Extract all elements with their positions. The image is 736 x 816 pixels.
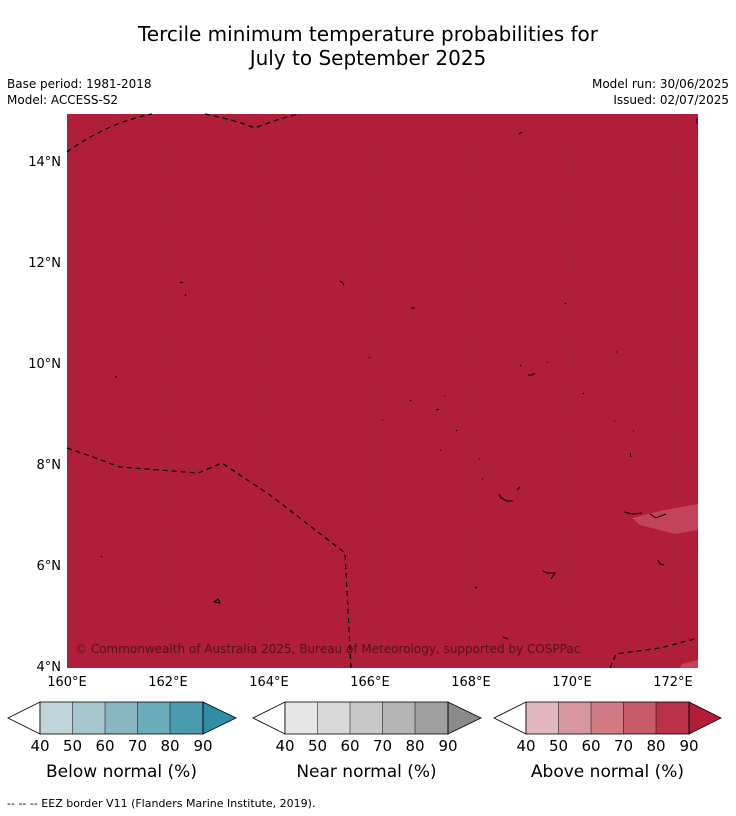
lon-label-160e: 160°E [47, 675, 87, 690]
lat-label-4n: 4°N [36, 660, 62, 675]
lat-label-12n: 12°N [28, 256, 61, 271]
near-tick-50: 50 [307, 737, 328, 755]
colorbar-near [252, 701, 482, 735]
near-normal-label: Near normal (%) [296, 762, 437, 782]
lon-label-170e: 170°E [552, 675, 592, 690]
chart-title: Tercile minimum temperature probabilitie… [0, 22, 736, 70]
near-tick-80: 80 [405, 737, 425, 755]
lon-label-162e: 162°E [148, 675, 188, 690]
islands [100, 118, 698, 640]
copyright-text: © Commonwealth of Australia 2025, Bureau… [75, 642, 580, 656]
lon-label-172e: 172°E [653, 675, 693, 690]
above-tick-90: 90 [679, 737, 699, 755]
near-tick-90: 90 [438, 737, 458, 755]
lat-label-10n: 10°N [28, 357, 61, 372]
title-line-2: July to September 2025 [249, 46, 487, 70]
near-tick-70: 70 [372, 737, 393, 755]
model-name: Model: ACCESS-S2 [7, 93, 119, 107]
near-tick-60: 60 [340, 737, 360, 755]
above-tick-80: 80 [646, 737, 666, 755]
above-tick-40: 40 [516, 737, 536, 755]
below-tick-40: 40 [30, 737, 50, 755]
lat-label-6n: 6°N [36, 559, 62, 574]
map-fill [67, 114, 698, 668]
lat-label-14n: 14°N [28, 155, 61, 170]
below-tick-90: 90 [193, 737, 213, 755]
above-tick-70: 70 [613, 737, 634, 755]
below-normal-label: Below normal (%) [46, 762, 197, 782]
lighter-patch-corner [680, 660, 698, 668]
meta-left: Base period: 1981-2018 Model: ACCESS-S2 [7, 76, 152, 108]
near-tick-40: 40 [275, 737, 295, 755]
colorbar-above [493, 701, 722, 735]
above-tick-50: 50 [548, 737, 569, 755]
below-tick-70: 70 [127, 737, 148, 755]
lon-label-164e: 164°E [249, 675, 289, 690]
below-tick-50: 50 [62, 737, 83, 755]
lon-label-166e: 166°E [350, 675, 390, 690]
title-line-1: Tercile minimum temperature probabilitie… [137, 22, 599, 46]
below-tick-80: 80 [160, 737, 180, 755]
base-period: Base period: 1981-2018 [7, 77, 152, 91]
meta-right: Model run: 30/06/2025 Issued: 02/07/2025 [592, 76, 729, 108]
eez-legend-note: -- -- -- EEZ border V11 (Flanders Marine… [7, 797, 316, 810]
model-run: Model run: 30/06/2025 [591, 77, 729, 91]
eez-borders [66, 113, 699, 669]
issued-date: Issued: 02/07/2025 [613, 93, 729, 107]
below-tick-60: 60 [95, 737, 115, 755]
lat-label-8n: 8°N [36, 458, 62, 473]
lon-label-168e: 168°E [451, 675, 491, 690]
above-normal-label: Above normal (%) [530, 762, 685, 782]
lighter-patch [632, 504, 698, 534]
above-tick-60: 60 [581, 737, 601, 755]
colorbar-below [7, 701, 237, 735]
graticule [67, 114, 698, 668]
